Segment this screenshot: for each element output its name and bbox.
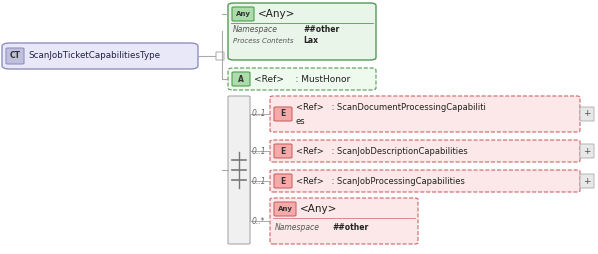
FancyBboxPatch shape <box>274 107 292 121</box>
Text: ##other: ##other <box>332 224 368 232</box>
FancyBboxPatch shape <box>580 107 594 121</box>
Text: 0..*: 0..* <box>252 216 266 226</box>
Text: E: E <box>280 109 286 119</box>
Text: A: A <box>238 74 244 84</box>
Text: +: + <box>583 109 591 119</box>
FancyBboxPatch shape <box>274 174 292 188</box>
Text: +: + <box>583 177 591 185</box>
FancyBboxPatch shape <box>270 140 580 162</box>
Text: E: E <box>280 147 286 155</box>
FancyBboxPatch shape <box>270 170 580 192</box>
Text: <Ref>   : ScanDocumentProcessingCapabiliti: <Ref> : ScanDocumentProcessingCapabiliti <box>296 103 486 113</box>
Text: <Ref>   : ScanJobProcessingCapabilities: <Ref> : ScanJobProcessingCapabilities <box>296 177 465 185</box>
Text: Lax: Lax <box>303 37 318 45</box>
FancyBboxPatch shape <box>228 68 376 90</box>
Text: E: E <box>280 177 286 185</box>
Text: 0..1: 0..1 <box>252 147 267 155</box>
FancyBboxPatch shape <box>228 96 250 244</box>
Text: Any: Any <box>236 11 251 17</box>
FancyBboxPatch shape <box>232 72 250 86</box>
Text: <Any>: <Any> <box>258 9 295 19</box>
Text: Namespace: Namespace <box>275 224 320 232</box>
Text: Namespace: Namespace <box>233 25 278 35</box>
Text: <Ref>    : MustHonor: <Ref> : MustHonor <box>254 74 350 84</box>
FancyBboxPatch shape <box>232 7 254 21</box>
Text: 0..1: 0..1 <box>252 109 267 119</box>
Text: ScanJobTicketCapabilitiesType: ScanJobTicketCapabilitiesType <box>28 52 160 60</box>
FancyBboxPatch shape <box>274 202 296 216</box>
FancyBboxPatch shape <box>270 96 580 132</box>
Text: <Any>: <Any> <box>300 204 337 214</box>
FancyBboxPatch shape <box>580 174 594 188</box>
FancyBboxPatch shape <box>2 43 198 69</box>
Text: ##other: ##other <box>303 25 339 35</box>
Text: CT: CT <box>10 52 20 60</box>
Text: es: es <box>296 117 306 125</box>
FancyBboxPatch shape <box>274 144 292 158</box>
FancyBboxPatch shape <box>580 144 594 158</box>
FancyBboxPatch shape <box>270 198 418 244</box>
FancyBboxPatch shape <box>6 48 24 64</box>
FancyBboxPatch shape <box>216 52 224 60</box>
Text: Process Contents: Process Contents <box>233 38 294 44</box>
Text: <Ref>   : ScanJobDescriptionCapabilities: <Ref> : ScanJobDescriptionCapabilities <box>296 147 468 155</box>
Text: +: + <box>583 147 591 155</box>
FancyBboxPatch shape <box>228 3 376 60</box>
Text: 0..1: 0..1 <box>252 177 267 185</box>
Text: Any: Any <box>277 206 292 212</box>
